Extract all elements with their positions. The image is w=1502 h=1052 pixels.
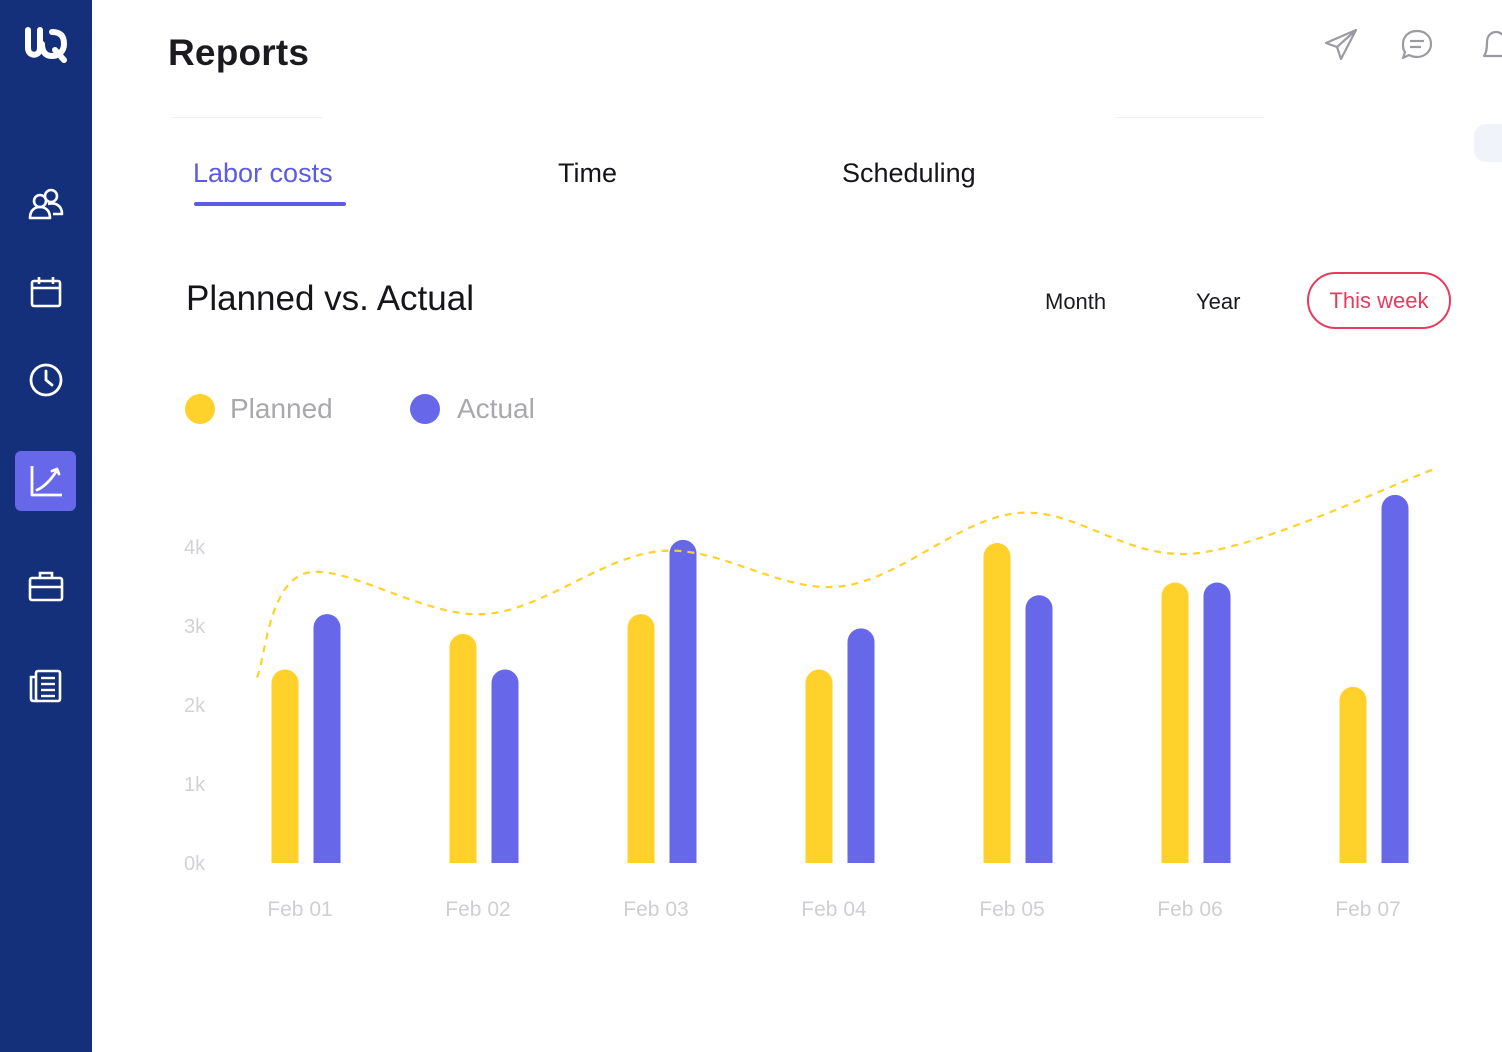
nav-item-calendar[interactable] <box>15 262 76 322</box>
planned-bar <box>1161 582 1189 863</box>
planned-bar <box>1339 686 1367 863</box>
actual-bar <box>669 539 697 863</box>
x-tick-label: Feb 02 <box>445 898 510 921</box>
chat-icon[interactable] <box>1398 26 1436 64</box>
bell-icon[interactable] <box>1476 26 1502 64</box>
x-tick-label: Feb 03 <box>623 898 688 921</box>
briefcase-icon <box>28 571 63 602</box>
range-this-week-button[interactable]: This week <box>1307 272 1451 329</box>
actual-bar <box>1381 494 1409 863</box>
sidebar <box>0 0 92 1052</box>
range-month-button[interactable]: Month <box>1045 289 1107 314</box>
planned-bar <box>449 633 477 863</box>
nav-item-time[interactable] <box>15 350 76 410</box>
legend-actual-label: Actual <box>457 393 535 424</box>
tab-scheduling[interactable]: Scheduling <box>842 158 976 188</box>
tab-time[interactable]: Time <box>558 158 617 188</box>
x-tick-label: Feb 07 <box>1335 898 1400 921</box>
actual-bar <box>1025 595 1053 863</box>
nav-item-reports[interactable] <box>15 451 76 511</box>
chart-icon <box>30 466 62 497</box>
actual-bar <box>491 669 519 863</box>
legend-actual-swatch <box>410 394 440 424</box>
x-tick-label: Feb 01 <box>267 898 332 921</box>
legend-planned-label: Planned <box>230 393 333 424</box>
divider <box>1116 117 1264 118</box>
y-tick-label: 4k <box>184 537 206 559</box>
y-tick-label: 2k <box>184 695 206 717</box>
y-tick-label: 1k <box>184 774 206 796</box>
divider <box>172 117 322 118</box>
actual-bar <box>847 628 875 863</box>
brand-logo-icon[interactable] <box>22 24 68 66</box>
users-icon <box>28 188 63 220</box>
nav-item-team[interactable] <box>15 174 76 234</box>
active-tab-indicator <box>194 202 346 206</box>
legend-planned-swatch <box>185 394 215 424</box>
planned-bar <box>805 669 833 863</box>
trend-line <box>255 466 1438 678</box>
nav-item-jobs[interactable] <box>15 556 76 616</box>
x-tick-label: Feb 06 <box>1157 898 1222 921</box>
y-tick-label: 3k <box>184 616 206 638</box>
x-tick-label: Feb 04 <box>801 898 867 921</box>
page-title: Reports <box>168 32 310 73</box>
actual-bar <box>313 614 341 863</box>
side-panel-handle[interactable] <box>1474 124 1502 162</box>
calendar-icon <box>30 277 61 308</box>
nav-item-documents[interactable] <box>15 656 76 716</box>
clock-icon <box>29 363 62 397</box>
x-tick-label: Feb 05 <box>979 898 1044 921</box>
actual-bar <box>1203 582 1231 863</box>
document-icon <box>29 669 61 703</box>
tab-labor-costs[interactable]: Labor costs <box>193 158 333 188</box>
planned-bar <box>983 543 1011 863</box>
chart-title: Planned vs. Actual <box>186 279 474 318</box>
planned-bar <box>627 614 655 863</box>
range-year-button[interactable]: Year <box>1196 289 1241 314</box>
planned-bar <box>271 669 299 863</box>
y-tick-label: 0k <box>184 853 206 875</box>
send-icon[interactable] <box>1322 26 1360 64</box>
